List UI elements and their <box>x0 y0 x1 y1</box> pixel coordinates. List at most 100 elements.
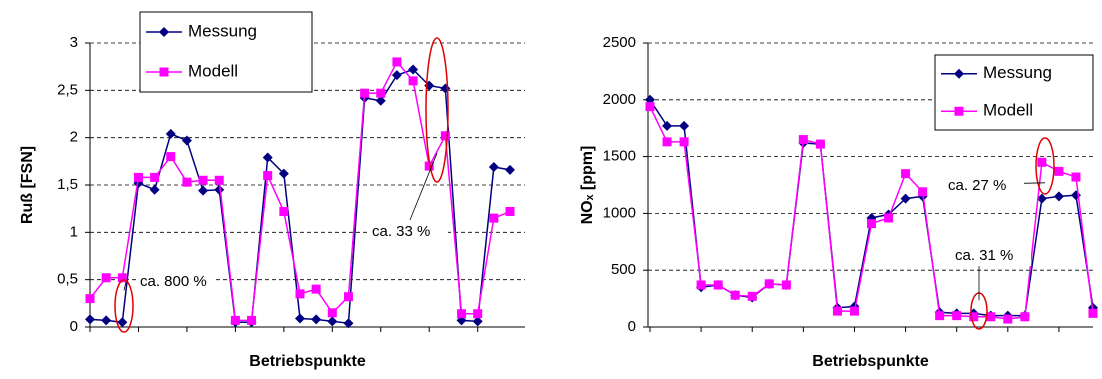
annotation-line <box>123 281 127 291</box>
data-point <box>360 88 370 98</box>
data-point <box>295 313 305 324</box>
data-point <box>392 57 402 67</box>
data-point <box>472 316 483 327</box>
data-point <box>440 83 451 94</box>
y-tick-label: 0,5 <box>57 271 78 288</box>
data-point <box>849 306 859 316</box>
data-point <box>149 184 160 195</box>
annotation-line <box>409 153 438 221</box>
data-point <box>935 311 945 321</box>
data-point <box>214 184 225 195</box>
annotation-bg <box>138 272 216 292</box>
data-point <box>198 175 208 185</box>
y-tick-label: 1000 <box>603 204 636 221</box>
data-point <box>1054 166 1064 176</box>
data-point <box>1037 157 1047 167</box>
data-point <box>85 294 95 304</box>
data-point <box>1053 191 1064 202</box>
data-point <box>679 137 689 147</box>
y-axis-title: Ruß [FSN] <box>19 146 36 224</box>
data-point <box>815 139 825 149</box>
data-point <box>327 316 338 327</box>
data-point <box>679 120 690 131</box>
data-point <box>730 290 740 300</box>
data-point <box>424 161 434 171</box>
data-point <box>781 280 791 290</box>
data-point <box>764 279 774 289</box>
data-point <box>884 213 894 223</box>
y-tick-label: 3 <box>70 34 78 51</box>
data-point <box>117 273 127 283</box>
y-tick-label: 2000 <box>603 91 636 108</box>
data-point <box>952 311 962 321</box>
data-point <box>376 88 386 98</box>
data-point <box>662 137 672 147</box>
legend-label: Modell <box>188 61 238 80</box>
legend-label: Messung <box>188 21 257 40</box>
legend-marker <box>159 67 169 77</box>
legend-label: Messung <box>983 63 1052 82</box>
y-tick-label: 2,5 <box>57 81 78 98</box>
legend-marker <box>159 27 169 37</box>
y-tick-label: 2500 <box>603 34 636 51</box>
data-point <box>1070 190 1081 201</box>
data-point <box>1071 172 1081 182</box>
data-point <box>408 76 418 86</box>
data-point <box>440 131 450 141</box>
legend-marker <box>954 106 964 116</box>
data-point <box>278 168 289 179</box>
data-point <box>214 175 224 185</box>
data-point <box>311 314 322 325</box>
data-point <box>488 162 499 173</box>
data-point <box>489 213 499 223</box>
x-axis-title: Betriebspunkte <box>812 353 929 370</box>
data-point <box>101 315 112 326</box>
annotation: ca. 31 % <box>955 247 1013 264</box>
data-point <box>986 312 996 322</box>
data-point <box>798 135 808 145</box>
data-point <box>696 280 706 290</box>
y-tick-label: 500 <box>611 261 636 278</box>
y-tick-label: 0 <box>628 318 636 335</box>
data-point <box>85 314 95 325</box>
data-point <box>918 187 928 197</box>
data-point <box>747 291 757 301</box>
annotation: ca. 33 % <box>372 223 430 240</box>
y-tick-label: 2 <box>70 129 78 146</box>
annotation-bg <box>370 222 448 242</box>
data-point <box>505 164 515 175</box>
data-point <box>505 207 515 217</box>
data-point <box>832 306 842 316</box>
legend-box <box>139 11 313 93</box>
y-axis-title: NOₓ [ppm] <box>579 146 596 225</box>
data-point <box>375 95 386 106</box>
data-point <box>473 309 483 319</box>
y-tick-label: 1 <box>70 223 78 240</box>
x-axis-title: Betriebspunkte <box>249 353 366 370</box>
data-point <box>1020 312 1030 322</box>
annotation-bg <box>946 176 1024 196</box>
data-point <box>1003 314 1013 324</box>
data-point <box>1036 193 1047 204</box>
data-point <box>327 308 337 318</box>
data-point <box>166 152 176 162</box>
data-point <box>867 219 876 229</box>
legend-label: Modell <box>983 101 1033 120</box>
data-point <box>198 185 209 196</box>
data-point <box>713 280 723 290</box>
data-point <box>343 318 354 329</box>
data-point <box>101 273 111 283</box>
data-point <box>263 171 273 181</box>
data-point <box>1088 308 1098 318</box>
data-point <box>150 172 160 182</box>
data-point <box>457 309 467 319</box>
data-point <box>900 193 911 204</box>
annotation-ellipse <box>425 37 449 183</box>
data-point <box>117 317 128 328</box>
data-point <box>279 207 289 217</box>
data-point <box>295 289 305 299</box>
data-point <box>645 102 655 112</box>
data-point <box>230 315 240 325</box>
